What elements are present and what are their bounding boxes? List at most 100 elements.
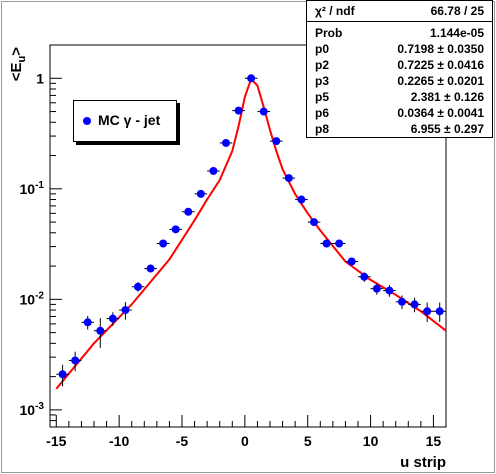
stats-param-value: 0.2265 ± 0.0201 bbox=[397, 74, 484, 88]
stats-row: p8 6.955 ± 0.297 bbox=[307, 120, 492, 138]
stats-param-value: 1.144e-05 bbox=[429, 26, 484, 40]
legend-box: MC γ - jet bbox=[73, 100, 177, 142]
data-point bbox=[169, 225, 182, 234]
data-point bbox=[194, 189, 208, 198]
data-point bbox=[270, 137, 283, 146]
stats-param-value: 0.7225 ± 0.0416 bbox=[397, 58, 484, 72]
data-point bbox=[358, 272, 371, 282]
y-tick-label: 1 bbox=[36, 70, 44, 86]
data-marker bbox=[322, 239, 331, 248]
y-tick-label: 10-1 bbox=[20, 180, 45, 197]
y-tick-label: 10-2 bbox=[20, 290, 45, 307]
data-point bbox=[94, 318, 107, 348]
y-axis-title: <Eu> bbox=[8, 47, 28, 82]
data-marker bbox=[108, 314, 117, 323]
y-tick-label: 10-3 bbox=[20, 401, 45, 418]
stats-param-name: Prob bbox=[315, 26, 343, 40]
x-tick-label: -15 bbox=[46, 433, 66, 449]
stats-row: p0 0.7198 ± 0.0350 bbox=[307, 40, 492, 58]
data-point bbox=[81, 316, 94, 330]
stats-param-name: p2 bbox=[315, 58, 330, 72]
stats-row: p5 2.381 ± 0.126 bbox=[307, 88, 492, 106]
stats-row: Prob 1.144e-05 bbox=[307, 24, 492, 42]
stats-param-name: p8 bbox=[315, 122, 330, 136]
stats-param-value: 0.0364 ± 0.0041 bbox=[397, 106, 484, 120]
data-point bbox=[257, 107, 270, 116]
data-marker bbox=[159, 239, 168, 248]
x-axis-title: u strip bbox=[400, 454, 446, 471]
data-point bbox=[370, 283, 384, 295]
x-tick-label: -10 bbox=[109, 433, 129, 449]
stats-param-value: 6.955 ± 0.297 bbox=[410, 122, 484, 136]
data-marker bbox=[297, 195, 306, 204]
data-marker bbox=[222, 138, 230, 147]
data-point bbox=[156, 239, 170, 248]
stats-box: χ² / ndf 66.78 / 25 Prob 1.144e-05 p0 0.7198 … bbox=[306, 0, 493, 138]
stats-param-name: χ² / ndf bbox=[315, 4, 355, 18]
data-marker bbox=[272, 137, 281, 146]
data-point bbox=[295, 195, 308, 204]
data-marker bbox=[209, 166, 218, 175]
data-marker bbox=[234, 106, 243, 115]
data-marker bbox=[71, 356, 80, 365]
data-points bbox=[56, 74, 446, 387]
data-point bbox=[307, 218, 321, 227]
data-marker bbox=[284, 174, 293, 183]
data-point bbox=[282, 174, 296, 183]
data-marker bbox=[360, 272, 369, 281]
data-point bbox=[320, 239, 333, 248]
data-marker bbox=[146, 264, 155, 273]
data-point bbox=[345, 257, 358, 266]
data-marker bbox=[184, 207, 193, 216]
data-point bbox=[56, 364, 69, 387]
stats-divider bbox=[307, 21, 492, 22]
data-marker bbox=[121, 306, 130, 315]
x-tick-label: 0 bbox=[241, 433, 249, 449]
data-marker bbox=[385, 286, 394, 295]
x-tick-label: 5 bbox=[304, 433, 312, 449]
stats-param-value: 0.7198 ± 0.0350 bbox=[397, 42, 484, 56]
stats-row: p6 0.0364 ± 0.0041 bbox=[307, 104, 492, 122]
data-marker bbox=[372, 284, 381, 293]
stats-param-name: p6 bbox=[315, 106, 330, 120]
data-point bbox=[144, 264, 157, 273]
data-marker bbox=[423, 307, 432, 316]
data-point bbox=[395, 295, 409, 310]
stats-param-value: 2.381 ± 0.126 bbox=[410, 90, 484, 104]
data-point bbox=[383, 285, 396, 297]
stats-param-value: 66.78 / 25 bbox=[430, 4, 484, 18]
stats-row: χ² / ndf 66.78 / 25 bbox=[307, 2, 492, 20]
data-marker bbox=[398, 297, 406, 306]
x-tick-label: 10 bbox=[363, 433, 379, 449]
data-point bbox=[119, 302, 132, 320]
data-marker bbox=[196, 189, 205, 198]
data-marker bbox=[83, 318, 92, 327]
x-tick-label: 15 bbox=[426, 433, 442, 449]
data-marker bbox=[435, 307, 444, 316]
data-point bbox=[219, 138, 233, 147]
data-marker bbox=[410, 300, 419, 309]
data-point bbox=[433, 302, 446, 322]
data-point bbox=[106, 312, 120, 326]
data-marker bbox=[171, 225, 180, 234]
data-point bbox=[332, 239, 346, 248]
axis-ticks bbox=[50, 44, 434, 428]
data-marker bbox=[96, 326, 105, 335]
data-point bbox=[420, 302, 434, 322]
data-marker bbox=[247, 74, 256, 83]
data-point bbox=[244, 74, 258, 83]
data-point bbox=[131, 282, 145, 292]
stats-param-name: p0 bbox=[315, 42, 330, 56]
data-point bbox=[408, 297, 421, 313]
legend-label: MC γ - jet bbox=[98, 112, 161, 128]
data-marker bbox=[335, 239, 344, 248]
stats-param-name: p5 bbox=[315, 90, 330, 104]
x-tick-label: -5 bbox=[176, 433, 189, 449]
data-marker bbox=[347, 257, 356, 266]
data-marker bbox=[134, 282, 142, 291]
data-point bbox=[68, 351, 82, 372]
data-marker bbox=[310, 218, 318, 227]
data-marker bbox=[58, 370, 67, 379]
data-point bbox=[182, 207, 195, 216]
